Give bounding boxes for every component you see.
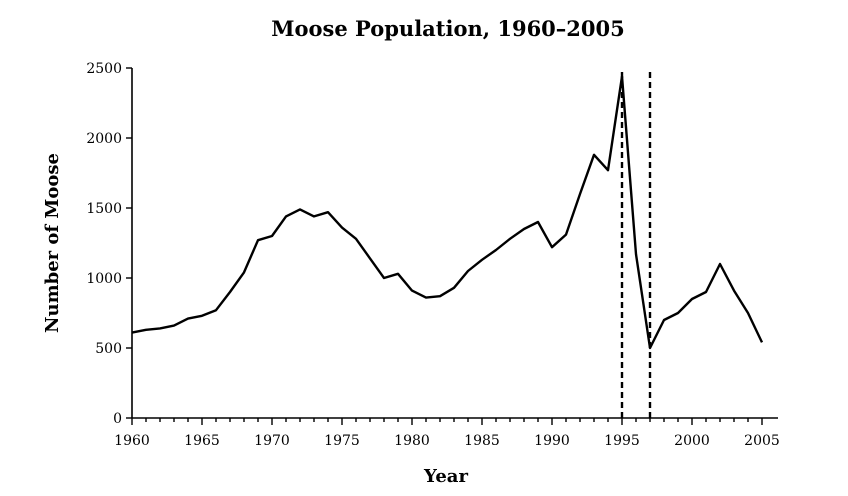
x-tick-label: 1985 <box>464 433 500 449</box>
x-tick-label: 1990 <box>534 433 570 449</box>
series-group <box>131 75 764 350</box>
x-ticks: 1960 1965 1970 1975 1980 1985 1990 1995 2000 2005 <box>114 418 780 449</box>
x-tick-label: 1965 <box>184 433 220 449</box>
y-ticks: 0 500 1000 1500 2000 2500 <box>86 61 132 427</box>
x-tick-label: 1980 <box>394 433 430 449</box>
y-tick-label: 500 <box>95 341 122 357</box>
y-tick-label: 0 <box>113 411 122 427</box>
y-tick-label: 1500 <box>86 201 122 217</box>
axes <box>131 68 778 419</box>
y-tick-label: 1000 <box>86 271 122 287</box>
y-axis-label: Number of Moose <box>42 153 63 333</box>
population-line <box>131 75 764 350</box>
x-tick-label: 1975 <box>324 433 360 449</box>
x-tick-label: 2005 <box>744 433 780 449</box>
x-tick-label: 2000 <box>674 433 710 449</box>
y-tick-label: 2000 <box>86 131 122 147</box>
x-tick-label: 1970 <box>254 433 290 449</box>
x-tick-label: 1960 <box>114 433 150 449</box>
x-tick-label: 1995 <box>604 433 640 449</box>
x-axis-label: Year <box>423 466 468 487</box>
y-tick-label: 2500 <box>86 61 122 77</box>
reference-lines <box>620 72 652 418</box>
chart-title: Moose Population, 1960–2005 <box>271 16 625 41</box>
